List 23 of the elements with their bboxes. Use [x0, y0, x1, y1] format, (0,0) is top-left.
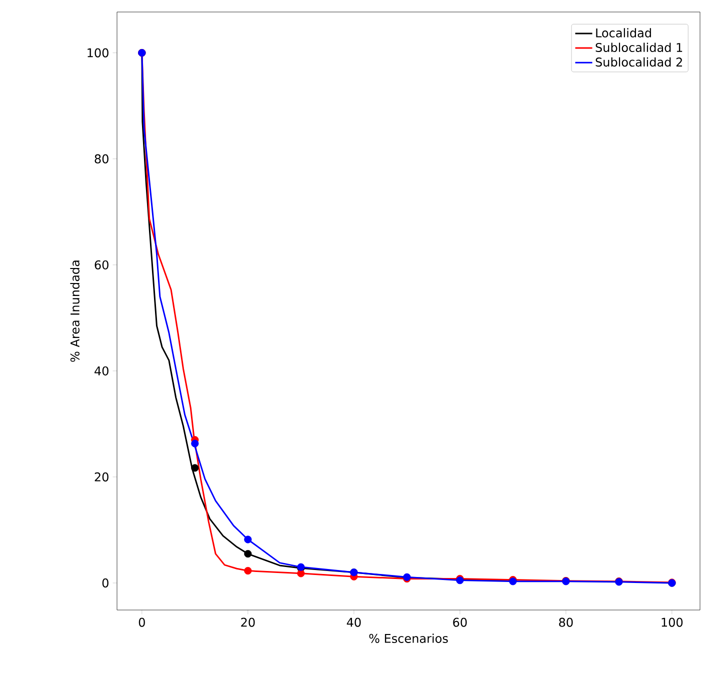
- legend-label: Sublocalidad 1: [596, 42, 682, 52]
- x-tick-label: 60: [453, 618, 467, 627]
- point: [244, 550, 252, 558]
- y-tick-label: 100: [88, 48, 108, 58]
- x-axis-title: % Escenarios: [369, 634, 448, 643]
- y-tick-label: 80: [94, 154, 108, 164]
- point: [191, 464, 199, 472]
- x-tick-label: 0: [138, 618, 145, 627]
- point: [297, 570, 305, 578]
- y-axis-title: % Area Inundada: [70, 260, 80, 362]
- x-tick-label: 20: [241, 618, 255, 627]
- x-tick-label: 80: [559, 618, 573, 627]
- legend-label: Sublocalidad 2: [596, 57, 682, 67]
- y-tick-label: 60: [94, 260, 108, 270]
- x-tick-label: 100: [662, 618, 683, 627]
- point: [191, 440, 199, 448]
- y-tick-label: 20: [94, 472, 108, 482]
- x-tick-label: 40: [346, 618, 361, 627]
- point: [244, 566, 252, 575]
- y-tick-label: 0: [102, 578, 108, 588]
- legend-label: Localidad: [596, 28, 651, 38]
- point: [244, 536, 252, 544]
- y-tick-label: 40: [94, 366, 108, 376]
